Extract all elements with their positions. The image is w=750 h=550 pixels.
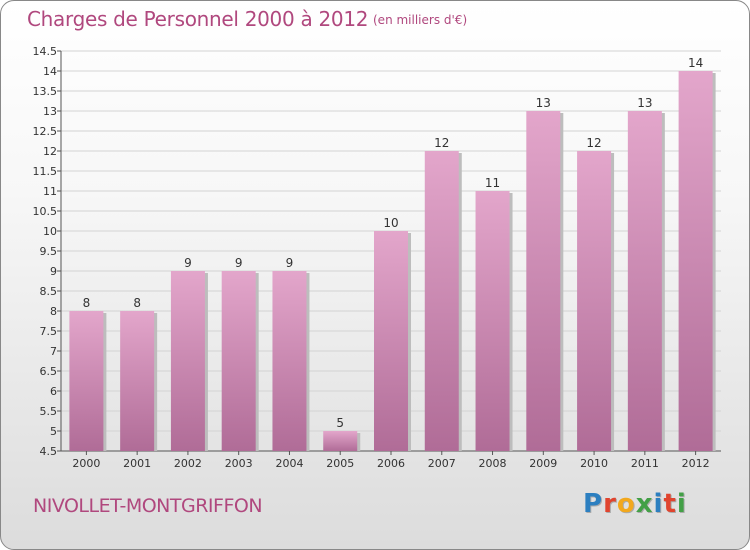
data-label: 9 xyxy=(184,256,192,270)
y-tick-label: 5 xyxy=(50,425,57,438)
x-tick-label: 2005 xyxy=(326,457,354,470)
data-label: 14 xyxy=(688,56,703,70)
logo-letter: i xyxy=(676,489,687,519)
bar-2007 xyxy=(424,151,459,451)
data-label: 8 xyxy=(133,296,141,310)
bar-2011 xyxy=(627,111,662,451)
x-tick-label: 2011 xyxy=(631,457,659,470)
y-tick-label: 10.5 xyxy=(33,205,58,218)
logo-letter: r xyxy=(603,489,617,519)
y-tick-label: 9.5 xyxy=(40,245,58,258)
y-tick-label: 6 xyxy=(50,385,57,398)
proxiti-logo[interactable]: Proxiti xyxy=(583,489,687,519)
y-tick-label: 6.5 xyxy=(40,365,58,378)
data-label: 13 xyxy=(536,96,551,110)
bar-2012 xyxy=(678,71,713,451)
data-label: 8 xyxy=(83,296,91,310)
chart-subtitle: (en milliers d'€) xyxy=(373,13,468,27)
x-tick-label: 2012 xyxy=(682,457,710,470)
bar-2004 xyxy=(272,271,307,451)
y-tick-label: 11.5 xyxy=(33,165,58,178)
labels: 4.5 5 5.5 6 6.5 7 7.5 8 8.5 9 9.5 10 10.5 11 11.5 12 12.… xyxy=(33,45,710,470)
logo-letter: x xyxy=(635,489,654,519)
x-tick-label: 2009 xyxy=(529,457,557,470)
y-tick-label: 9 xyxy=(50,265,57,278)
data-label: 10 xyxy=(383,216,398,230)
y-tick-label: 7 xyxy=(50,345,57,358)
bar-2005 xyxy=(323,431,358,451)
x-tick-label: 2002 xyxy=(174,457,202,470)
y-tick-label: 14 xyxy=(43,65,57,78)
y-tick-label: 5.5 xyxy=(40,405,58,418)
y-tick-label: 8.5 xyxy=(40,285,58,298)
bars xyxy=(69,71,716,451)
y-tick-label: 12.5 xyxy=(33,125,58,138)
bar-2002 xyxy=(170,271,205,451)
bar-2008 xyxy=(475,191,510,451)
y-tick-label: 14.5 xyxy=(33,45,58,58)
commune-name: NIVOLLET-MONTGRIFFON xyxy=(33,495,263,517)
x-tick-label: 2004 xyxy=(275,457,303,470)
logo-letter: i xyxy=(653,489,664,519)
bar-2010 xyxy=(577,151,612,451)
data-label: 9 xyxy=(235,256,243,270)
y-tick-label: 11 xyxy=(43,185,57,198)
y-tick-label: 7.5 xyxy=(40,325,58,338)
data-label: 5 xyxy=(336,416,344,430)
bar-2009 xyxy=(526,111,561,451)
bar-2000 xyxy=(69,311,104,451)
x-tick-label: 2008 xyxy=(479,457,507,470)
y-tick-label: 12 xyxy=(43,145,57,158)
y-tick-label: 4.5 xyxy=(40,445,58,458)
logo-letter: o xyxy=(616,489,636,519)
data-label: 12 xyxy=(586,136,601,150)
logo-letter: P xyxy=(583,489,604,519)
bar-2003 xyxy=(221,271,256,451)
data-label: 13 xyxy=(637,96,652,110)
x-tick-label: 2001 xyxy=(123,457,151,470)
x-tick-label: 2007 xyxy=(428,457,456,470)
x-tick-label: 2010 xyxy=(580,457,608,470)
x-tick-label: 2006 xyxy=(377,457,405,470)
logo-letter: t xyxy=(663,489,677,519)
bar-2001 xyxy=(120,311,155,451)
y-tick-label: 10 xyxy=(43,225,57,238)
x-tick-label: 2000 xyxy=(72,457,100,470)
y-tick-label: 13 xyxy=(43,105,57,118)
data-label: 12 xyxy=(434,136,449,150)
y-tick-label: 8 xyxy=(50,305,57,318)
data-label: 9 xyxy=(286,256,294,270)
data-label: 11 xyxy=(485,176,500,190)
chart-title: Charges de Personnel 2000 à 2012 xyxy=(27,7,369,31)
bar-2006 xyxy=(374,231,408,451)
x-tick-label: 2003 xyxy=(225,457,253,470)
y-tick-label: 13.5 xyxy=(33,85,58,98)
